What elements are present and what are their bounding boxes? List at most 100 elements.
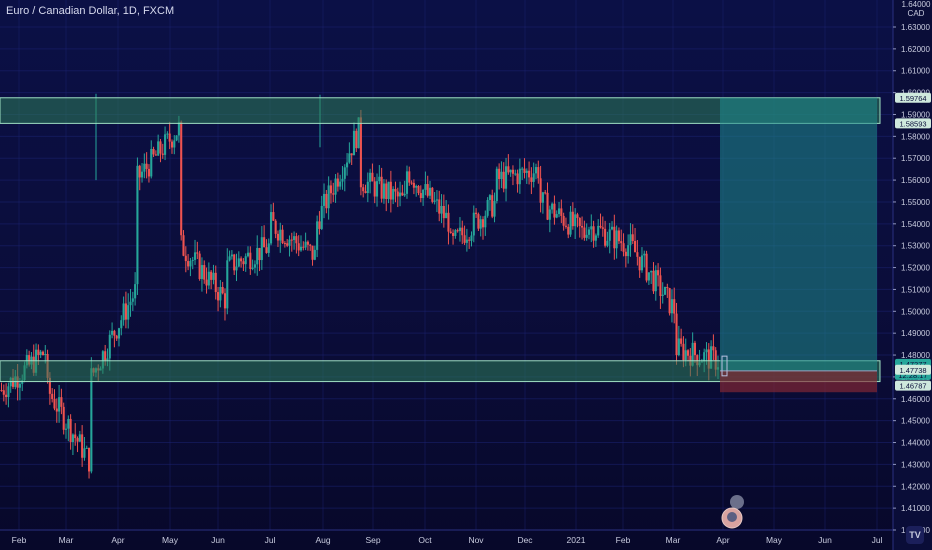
candle-body (120, 320, 123, 329)
candle-body (521, 168, 524, 170)
badge-zone-bottom-mid: 1.47738 (899, 366, 926, 375)
candle-body (422, 189, 425, 199)
price-tick-label: 1.51000 (901, 285, 930, 294)
candle-body (693, 342, 697, 356)
candle-body (293, 236, 296, 241)
candle-body (712, 346, 715, 351)
candle-body (419, 193, 422, 199)
time-tick-label: Mar (666, 535, 681, 545)
time-tick-label: Jul (265, 535, 276, 545)
event-marker-head (730, 495, 744, 509)
price-tick-label: 1.45000 (901, 417, 930, 426)
candle-body (525, 170, 528, 173)
price-tick-label: 1.42000 (901, 482, 930, 491)
candle-body (258, 247, 261, 261)
candle-body (205, 279, 208, 286)
candle-body (71, 434, 74, 443)
candle-body (161, 153, 164, 155)
candle-body (657, 270, 660, 276)
time-tick-label: Sep (365, 535, 380, 545)
candle-body (270, 212, 273, 244)
candle-body (604, 228, 607, 246)
event-marker-icon[interactable] (721, 495, 744, 529)
candle-body (359, 117, 362, 188)
candle-body (78, 434, 81, 442)
tradingview-logo-icon[interactable]: TV (906, 526, 924, 544)
candle-body (373, 181, 376, 197)
candle-body (251, 267, 254, 269)
candle-body (320, 205, 323, 229)
candle-body (58, 397, 61, 412)
time-tick-label: Jun (211, 535, 225, 545)
candle-body (124, 303, 127, 320)
price-tick-label: 1.63000 (901, 23, 930, 32)
candle-body (343, 167, 346, 179)
candle-body (636, 252, 639, 257)
candle-body (364, 191, 367, 194)
candle-body (491, 195, 494, 217)
candle-body (177, 121, 180, 136)
candle-body (652, 270, 655, 292)
candle-body (25, 355, 28, 366)
candle-body (518, 168, 521, 185)
candle-body (134, 284, 137, 299)
time-tick-label: May (162, 535, 179, 545)
candle-body (401, 192, 404, 196)
candle-body (375, 181, 379, 197)
axis-currency[interactable]: 1.64000 CAD (900, 0, 932, 18)
badge-zone-top-lower: 1.58593 (899, 119, 926, 128)
badge-countdown: 12:28:17 (898, 371, 927, 380)
candle-body (581, 225, 584, 228)
profit-area (720, 97, 877, 371)
candle-body (530, 177, 533, 182)
position-tool[interactable] (720, 97, 877, 393)
time-tick-label: Jul (872, 535, 883, 545)
candle-body (325, 193, 328, 209)
candle-body (9, 377, 12, 387)
axis-currency-label: CAD (907, 9, 925, 18)
candle-body (629, 234, 632, 246)
candle-body (159, 141, 162, 154)
candle-body (493, 201, 496, 217)
candle-body (488, 195, 491, 200)
candle-body (447, 212, 450, 232)
candle-body (399, 192, 402, 197)
candle-body (617, 230, 620, 242)
price-tick-label: 1.48000 (901, 351, 930, 360)
candle-body (684, 350, 687, 361)
candle-body (339, 181, 342, 187)
candle-body (0, 390, 3, 392)
candle-body (316, 221, 319, 250)
candle-body (696, 355, 699, 366)
candle-body (481, 219, 485, 228)
candle-body (627, 245, 630, 257)
candle-body (382, 183, 385, 199)
price-tick-label: 1.58000 (901, 132, 930, 141)
candle-body (235, 266, 238, 271)
candle-body (523, 168, 526, 173)
zone-support (0, 360, 881, 383)
candle-body (157, 141, 160, 156)
candle-body (389, 181, 392, 200)
candle-body (511, 169, 515, 174)
candle-body (378, 176, 381, 182)
price-badges: 1.59764 1.58593 1.47277 12:28:171.47738 1.46… (895, 92, 931, 391)
price-tick-label: 1.49000 (901, 329, 930, 338)
candle-body (357, 117, 360, 149)
candle-body (256, 247, 259, 265)
candle-body (152, 148, 155, 155)
candle-body (431, 187, 434, 202)
candle-body (557, 208, 561, 215)
position-handle (721, 355, 728, 377)
candle-body (53, 398, 56, 409)
badge-current-price: 1.47277 (899, 360, 926, 369)
candle-body (622, 243, 625, 252)
candle-body (60, 397, 63, 407)
candle-body (85, 447, 88, 449)
candle-body (475, 212, 478, 215)
candle-body (707, 349, 710, 369)
time-tick-label: Dec (517, 535, 533, 545)
candle-body (182, 235, 185, 256)
